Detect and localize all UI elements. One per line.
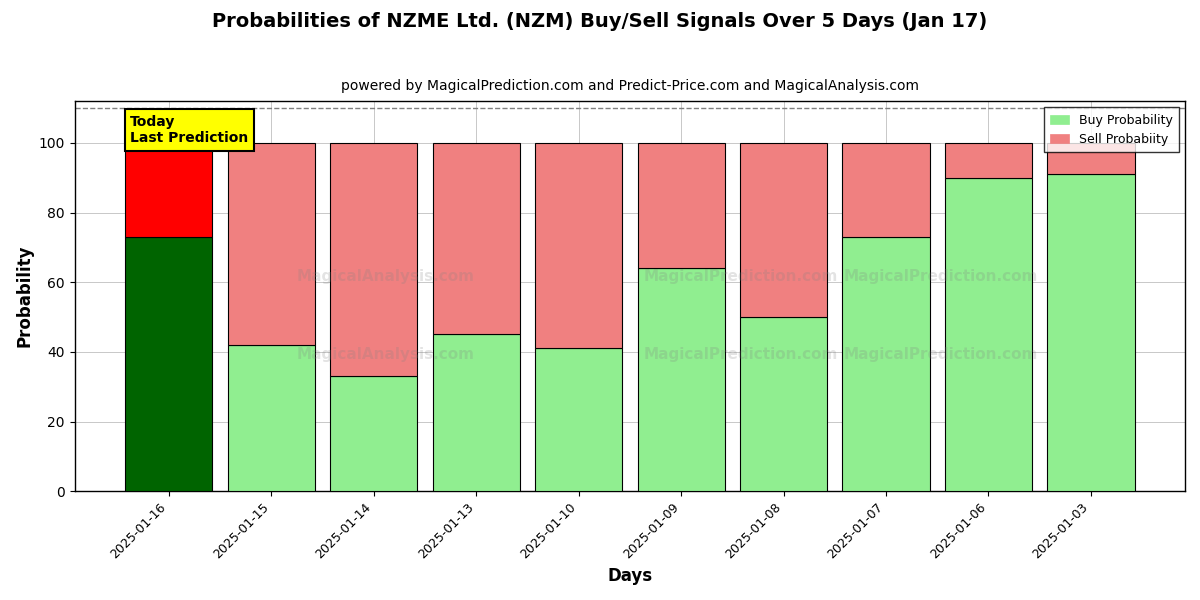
Bar <box>740 317 827 491</box>
Text: Probabilities of NZME Ltd. (NZM) Buy/Sell Signals Over 5 Days (Jan 17): Probabilities of NZME Ltd. (NZM) Buy/Sel… <box>212 12 988 31</box>
Title: powered by MagicalPrediction.com and Predict-Price.com and MagicalAnalysis.com: powered by MagicalPrediction.com and Pre… <box>341 79 919 93</box>
Y-axis label: Probability: Probability <box>16 245 34 347</box>
Bar <box>125 237 212 491</box>
Text: MagicalAnalysis.com: MagicalAnalysis.com <box>296 347 474 362</box>
Bar <box>740 143 827 317</box>
Bar <box>535 143 622 349</box>
Bar <box>125 143 212 237</box>
Legend: Buy Probability, Sell Probabiity: Buy Probability, Sell Probabiity <box>1044 107 1178 152</box>
Bar <box>637 268 725 491</box>
Bar <box>535 349 622 491</box>
Bar <box>330 376 418 491</box>
Bar <box>228 143 314 345</box>
X-axis label: Days: Days <box>607 567 653 585</box>
Text: Today
Last Prediction: Today Last Prediction <box>131 115 248 145</box>
Bar <box>944 143 1032 178</box>
Bar <box>1048 174 1134 491</box>
Text: MagicalPrediction.com: MagicalPrediction.com <box>643 347 838 362</box>
Bar <box>842 143 930 237</box>
Bar <box>944 178 1032 491</box>
Bar <box>330 143 418 376</box>
Bar <box>228 345 314 491</box>
Text: MagicalPrediction.com: MagicalPrediction.com <box>844 269 1038 284</box>
Text: MagicalAnalysis.com: MagicalAnalysis.com <box>296 269 474 284</box>
Bar <box>432 143 520 334</box>
Bar <box>637 143 725 268</box>
Text: MagicalPrediction.com: MagicalPrediction.com <box>643 269 838 284</box>
Bar <box>842 237 930 491</box>
Text: MagicalPrediction.com: MagicalPrediction.com <box>844 347 1038 362</box>
Bar <box>432 334 520 491</box>
Bar <box>1048 143 1134 174</box>
